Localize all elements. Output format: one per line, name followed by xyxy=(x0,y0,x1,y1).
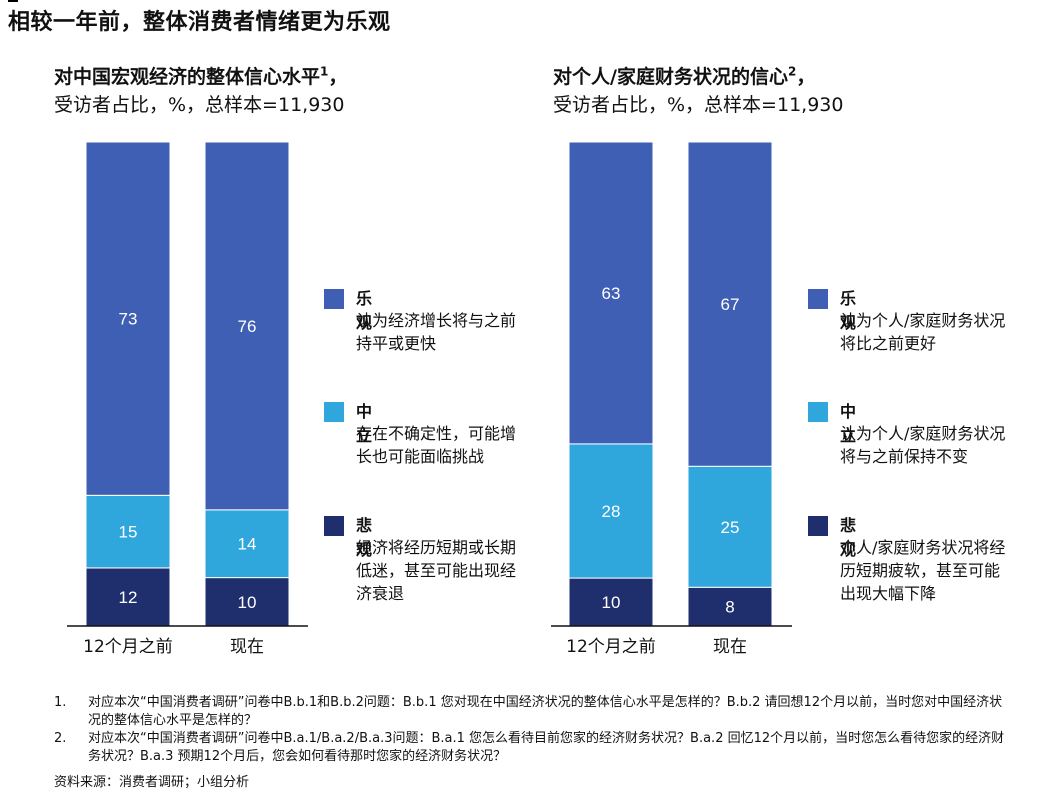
panel-1-title: 对中国宏观经济的整体信心水平1， xyxy=(54,62,347,89)
panel-2-footnote-ref: 2 xyxy=(787,64,797,79)
data-label-2-2-1: 8 xyxy=(725,598,734,617)
stacked-bar-charts: 12 15 73 12个月之前 10 14 76 现在 10 28 63 12个月之前 8 25 67 现在 xyxy=(67,141,792,657)
footnote-2-text: 对应本次“中国消费者调研”问卷中B.a.1/B.a.2/B.a.3问题：B.a.… xyxy=(88,731,1005,764)
legend-label-neutral: 中立 xyxy=(356,402,373,445)
data-label-1-2-1: 10 xyxy=(238,593,257,612)
data-label-2-1-1: 10 xyxy=(602,593,621,612)
panel-2-subtitle: 受访者占比，%，总样本=11,930 xyxy=(553,94,844,116)
corner-mark xyxy=(8,0,18,2)
page-title: 相较一年前，整体消费者情绪更为乐观 xyxy=(8,10,391,35)
data-label-1-1-3: 73 xyxy=(119,310,138,329)
legend-swatch-neutral xyxy=(808,402,828,422)
bar-segment-2-1-3 xyxy=(568,141,654,445)
legend-desc-neutral: 存在不确定性，可能增长也可能面临挑战 xyxy=(356,424,517,466)
panel-1-title-text: 对中国宏观经济的整体信心水平 xyxy=(54,66,321,88)
data-label-2-2-2: 25 xyxy=(721,518,740,537)
panel-2-title-text: 对个人/家庭财务状况的信心 xyxy=(553,66,788,88)
legend-label-pessimistic: 悲观 xyxy=(840,516,857,559)
footnote-2: 2. 对应本次“中国消费者调研”问卷中B.a.1/B.a.2/B.a.3问题：B… xyxy=(54,730,1014,766)
footnote-1: 1. 对应本次“中国消费者调研”问卷中B.b.1和B.b.2问题：B.b.1 您… xyxy=(54,694,1014,730)
legend-label-optimistic: 乐观 xyxy=(840,289,857,332)
data-label-1-2-2: 14 xyxy=(238,535,257,554)
data-label-1-2-3: 76 xyxy=(238,317,257,336)
legend-desc-optimistic: 认为经济增长将与之前持平或更快 xyxy=(356,311,517,353)
data-label-2-1-2: 28 xyxy=(602,502,621,521)
legend-desc-optimistic: 认为个人/家庭财务状况将比之前更好 xyxy=(840,311,1006,353)
legend-desc-neutral: 认为个人/家庭财务状况将与之前保持不变 xyxy=(840,424,1006,466)
footnote-1-text: 对应本次“中国消费者调研”问卷中B.b.1和B.b.2问题：B.b.1 您对现在… xyxy=(88,695,1003,728)
x-tick-label-2-1: 12个月之前 xyxy=(566,637,656,657)
bar-segment-1-2-3 xyxy=(204,141,290,511)
legend-desc-pessimistic: 个人/家庭财务状况将经历短期疲软，甚至可能出现大幅下降 xyxy=(840,538,1006,603)
data-label-1-1-2: 15 xyxy=(119,523,138,542)
footnote-2-number: 2. xyxy=(54,731,67,746)
bar-segment-2-2-1 xyxy=(687,586,773,627)
bar-segment-1-1-3 xyxy=(85,141,171,496)
panel-2-title-suffix: ， xyxy=(796,66,816,88)
legend-label-pessimistic: 悲观 xyxy=(356,516,373,559)
bar-segment-1-2-2 xyxy=(204,509,290,579)
data-label-2-2-3: 67 xyxy=(721,295,740,314)
data-label-1-1-1: 12 xyxy=(119,588,138,607)
footnotes: 1. 对应本次“中国消费者调研”问卷中B.b.1和B.b.2问题：B.b.1 您… xyxy=(54,694,1014,766)
panel-1-footnote-ref: 1 xyxy=(320,64,329,79)
bar-segment-1-1-1 xyxy=(85,567,171,627)
bar-segment-2-2-3 xyxy=(687,141,773,467)
data-label-2-1-3: 63 xyxy=(602,284,621,303)
legend-swatch-pessimistic xyxy=(324,516,344,536)
panel-1-subtitle: 受访者占比，%，总样本=11,930 xyxy=(54,94,345,116)
panel-2-title: 对个人/家庭财务状况的信心2， xyxy=(553,62,815,89)
legend-desc-pessimistic: 经济将经历短期或长期低迷，甚至可能出现经济衰退 xyxy=(356,538,517,603)
source-note: 资料来源：消费者调研；小组分析 xyxy=(54,775,250,790)
footnote-1-number: 1. xyxy=(54,695,67,710)
legend-label-optimistic: 乐观 xyxy=(356,289,373,332)
legend-label-neutral: 中立 xyxy=(840,402,857,445)
bar-segment-2-1-1 xyxy=(568,577,654,627)
legend-swatch-neutral xyxy=(324,402,344,422)
bar-segment-2-1-2 xyxy=(568,443,654,579)
x-tick-label-2-2: 现在 xyxy=(713,637,747,657)
x-tick-label-1-1: 12个月之前 xyxy=(83,637,173,657)
legend-swatch-pessimistic xyxy=(808,516,828,536)
bar-segment-2-2-2 xyxy=(687,465,773,588)
bar-segment-1-1-2 xyxy=(85,494,171,569)
x-tick-label-1-2: 现在 xyxy=(230,637,264,657)
legend-swatch-optimistic xyxy=(324,289,344,309)
legend-swatch-optimistic xyxy=(808,289,828,309)
panel-1-title-suffix: ， xyxy=(328,66,348,88)
